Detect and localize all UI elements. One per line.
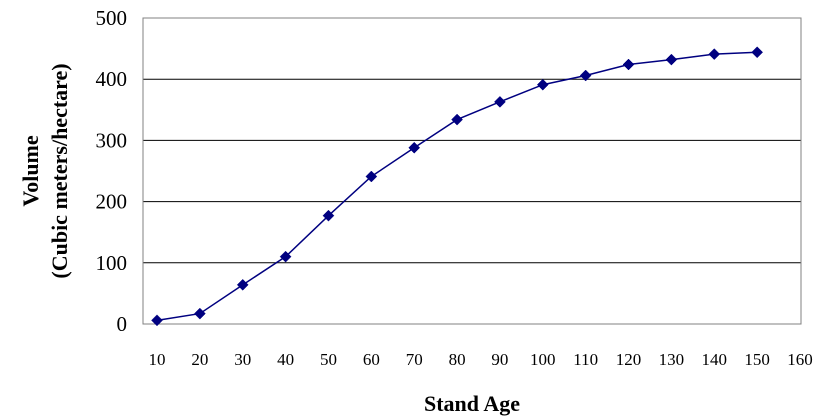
data-point-marker	[151, 314, 163, 327]
x-tick-label: 40	[277, 350, 294, 369]
y-axis-title-line-2: (Cubic meters/hectare)	[47, 63, 72, 278]
data-point-marker	[365, 170, 378, 183]
axis-ticks: 0 100 200 300 400 500 10 20 30 40 50 60 70 80 90 100 110…	[96, 6, 813, 369]
series-layer	[151, 46, 763, 327]
data-point-marker	[708, 48, 721, 60]
x-tick-label: 90	[491, 350, 508, 369]
data-point-marker	[622, 58, 635, 71]
data-point-marker	[279, 250, 292, 263]
x-tick-label: 10	[149, 350, 166, 369]
x-tick-label: 30	[234, 350, 251, 369]
x-axis-title: Stand Age	[424, 391, 520, 416]
data-point-marker	[451, 113, 463, 126]
data-point-marker	[408, 141, 421, 154]
data-point-marker	[751, 46, 763, 59]
data-point-marker	[236, 278, 249, 291]
plot-area-frame	[142, 17, 802, 325]
data-point-marker	[494, 95, 506, 108]
y-axis-title-group: Volume (Cubic meters/hectare)	[18, 63, 72, 278]
y-tick-label: 300	[96, 128, 128, 152]
data-point-marker	[579, 69, 592, 82]
x-tick-label: 80	[449, 350, 466, 369]
x-tick-label: 120	[616, 350, 642, 369]
y-tick-label: 100	[96, 251, 128, 275]
data-point-marker	[194, 307, 206, 320]
x-tick-label: 150	[744, 350, 770, 369]
series-line	[156, 51, 758, 322]
x-tick-label: 140	[702, 350, 728, 369]
x-tick-label: 130	[659, 350, 685, 369]
y-tick-label: 500	[96, 6, 128, 30]
x-tick-label: 20	[191, 350, 208, 369]
x-tick-label: 110	[573, 350, 598, 369]
data-point-marker	[322, 209, 335, 222]
x-tick-label: 100	[530, 350, 556, 369]
y-tick-label: 200	[96, 190, 128, 214]
x-tick-label: 60	[363, 350, 380, 369]
x-tick-label: 50	[320, 350, 337, 369]
data-point-marker	[536, 78, 549, 91]
y-axis-title-line-1: Volume	[18, 135, 43, 207]
gridlines	[143, 17, 801, 264]
data-point-marker	[665, 53, 678, 66]
y-tick-label: 0	[117, 312, 128, 336]
y-tick-label: 400	[96, 67, 128, 91]
x-tick-label: 160	[787, 350, 813, 369]
x-tick-label: 70	[406, 350, 423, 369]
